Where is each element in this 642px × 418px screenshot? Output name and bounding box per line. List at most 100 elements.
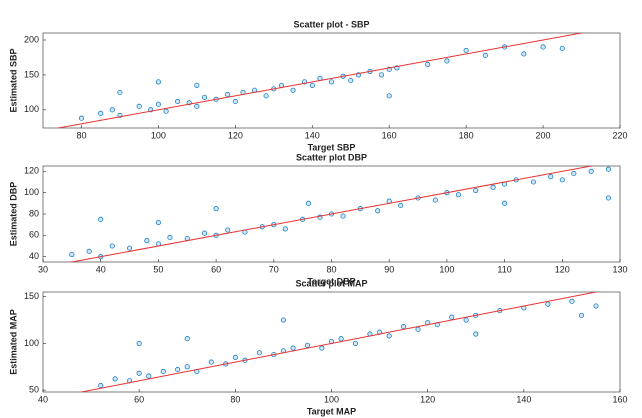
- y-tick-label: 50: [29, 385, 39, 395]
- point: [545, 301, 551, 307]
- x-tick-label: 140: [516, 394, 531, 404]
- point: [455, 192, 461, 198]
- point: [175, 367, 181, 373]
- x-axis-label: Target DBP: [307, 276, 355, 286]
- point: [473, 331, 479, 337]
- point: [160, 368, 166, 374]
- x-tick-label: 160: [612, 394, 627, 404]
- point: [425, 61, 431, 67]
- point: [282, 226, 288, 232]
- point: [305, 200, 311, 206]
- point: [98, 216, 104, 222]
- plot-title: Scatter plot - SBP: [293, 19, 369, 29]
- x-tick-label: 50: [153, 264, 163, 274]
- plot-title: Scatter plot MAP: [295, 278, 367, 288]
- point: [263, 93, 269, 99]
- point: [98, 382, 104, 389]
- point: [112, 376, 118, 382]
- point: [432, 197, 438, 203]
- y-axis-label: Estimated MAP: [8, 309, 18, 375]
- point: [86, 248, 92, 254]
- point: [78, 115, 85, 121]
- reference-line: [55, 33, 585, 128]
- x-axis-label: Target SBP: [308, 142, 356, 152]
- x-tick-label: 200: [536, 130, 551, 140]
- point: [588, 168, 594, 174]
- point: [530, 179, 537, 185]
- point: [605, 195, 612, 201]
- x-tick-label: 80: [230, 394, 240, 404]
- x-tick-label: 220: [612, 130, 627, 140]
- point: [401, 324, 407, 330]
- point: [386, 333, 392, 339]
- point: [175, 98, 181, 105]
- y-axis-label: Estimated DBP: [8, 182, 18, 247]
- point: [502, 200, 508, 206]
- y-tick-label: 100: [24, 338, 39, 348]
- point: [352, 340, 359, 346]
- reference-line: [69, 166, 594, 262]
- point: [280, 317, 286, 323]
- point: [340, 213, 346, 219]
- x-tick-label: 60: [211, 264, 221, 274]
- point: [136, 340, 142, 346]
- point: [338, 336, 344, 342]
- point: [184, 336, 190, 342]
- points: [98, 298, 599, 389]
- point: [605, 166, 612, 172]
- point: [473, 187, 479, 194]
- x-tick-label: 40: [38, 394, 48, 404]
- y-tick-label: 80: [29, 208, 39, 218]
- point: [398, 202, 404, 209]
- point: [232, 98, 238, 105]
- point: [117, 89, 123, 95]
- x-tick-label: 80: [326, 264, 336, 274]
- point: [194, 82, 200, 88]
- point: [225, 91, 231, 98]
- point: [136, 370, 142, 376]
- y-tick-label: 120: [24, 166, 39, 176]
- point: [375, 208, 381, 214]
- point: [163, 108, 169, 114]
- x-tick-label: 100: [439, 264, 454, 274]
- y-tick-label: 40: [29, 251, 39, 261]
- point: [155, 219, 161, 226]
- point: [202, 94, 208, 100]
- x-tick-label: 90: [384, 264, 394, 274]
- point: [415, 326, 421, 332]
- point: [225, 227, 231, 233]
- y-tick-label: 150: [24, 291, 39, 301]
- plot-title: Scatter plot DBP: [296, 152, 367, 162]
- point: [290, 87, 296, 93]
- x-tick-label: 80: [76, 130, 86, 140]
- point: [256, 350, 262, 356]
- plot-area: [42, 32, 621, 129]
- x-tick-label: 120: [420, 394, 435, 404]
- point: [463, 47, 469, 54]
- point: [213, 206, 219, 212]
- x-tick-label: 100: [324, 394, 339, 404]
- point: [319, 345, 325, 351]
- point: [521, 51, 527, 57]
- point: [578, 312, 585, 318]
- x-tick-label: 120: [555, 264, 570, 274]
- point: [490, 184, 496, 190]
- point: [194, 103, 200, 109]
- point: [571, 170, 577, 177]
- point: [202, 230, 208, 236]
- point: [184, 364, 190, 370]
- point: [144, 238, 150, 244]
- x-tick-label: 160: [382, 130, 397, 140]
- point: [69, 251, 75, 258]
- point: [386, 93, 392, 99]
- x-tick-label: 70: [269, 264, 279, 274]
- y-tick-label: 100: [24, 104, 39, 114]
- reference-line: [78, 292, 599, 392]
- point: [155, 101, 161, 107]
- point: [449, 314, 455, 320]
- x-axis-label: Target MAP: [307, 406, 356, 416]
- y-tick-label: 100: [24, 187, 39, 197]
- point: [569, 298, 575, 304]
- point: [232, 354, 238, 360]
